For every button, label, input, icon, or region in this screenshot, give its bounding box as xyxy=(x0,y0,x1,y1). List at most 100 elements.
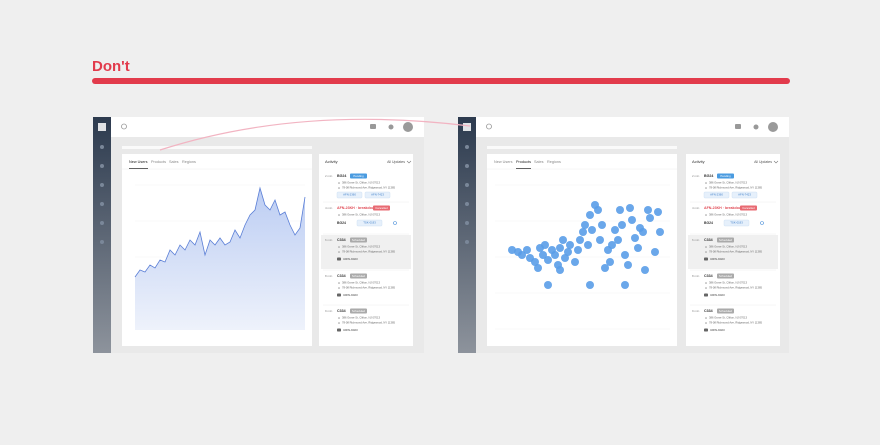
scatter-point xyxy=(576,236,584,244)
line-bullet xyxy=(338,317,340,319)
item-address: 386 Grove St, Clifton, NJ 07013 xyxy=(709,213,747,217)
activity-filter[interactable]: All Updates xyxy=(754,160,772,164)
item-button-label[interactable]: AFN-7423 xyxy=(371,193,384,197)
tab[interactable]: Sales xyxy=(534,160,544,164)
logo xyxy=(463,123,471,131)
item-code: C334 xyxy=(704,309,713,313)
avatar[interactable] xyxy=(403,122,413,132)
sidebar xyxy=(93,117,111,353)
item-button[interactable] xyxy=(703,191,730,199)
search-icon xyxy=(760,221,764,225)
topbar xyxy=(476,117,789,137)
line-bullet xyxy=(338,282,340,284)
item-address: 78-08 Richmond Ave, Ridgewood, NY 11385 xyxy=(342,286,396,290)
scatter-point xyxy=(559,236,567,244)
icon-chat[interactable] xyxy=(735,124,741,129)
item-tag-label: Pending xyxy=(720,174,731,178)
nav-icon[interactable] xyxy=(100,240,104,244)
nav-icon[interactable] xyxy=(100,183,104,187)
item-code: BG24 xyxy=(704,174,713,178)
item-button[interactable] xyxy=(356,219,383,227)
item-address: 386 Grove St, Clifton, NJ 07013 xyxy=(342,213,380,217)
topbar xyxy=(111,117,424,137)
line-bullet xyxy=(338,251,340,253)
item-tag-label: Scheduled xyxy=(719,238,733,242)
scatter-point xyxy=(571,258,579,266)
scatter-point xyxy=(518,251,526,259)
tab[interactable]: New Users xyxy=(129,160,148,164)
nav-icon[interactable] xyxy=(100,202,104,206)
item-address: 78-08 Richmond Ave, Ridgewood, NY 11385 xyxy=(709,250,763,254)
scatter-point xyxy=(611,226,619,234)
item-footer: URW-9023 xyxy=(343,257,358,261)
item-time: 2 min xyxy=(692,174,700,178)
item-button-label[interactable]: TSK-0193 xyxy=(363,221,376,225)
tab[interactable]: Products xyxy=(516,160,531,164)
item-button[interactable] xyxy=(731,191,758,199)
item-button[interactable] xyxy=(336,191,363,199)
item-time: 9 min xyxy=(692,309,700,313)
filter-caret xyxy=(773,160,779,164)
scatter-point xyxy=(566,241,574,249)
scatter-point xyxy=(584,241,592,249)
icon-chat[interactable] xyxy=(370,124,376,129)
item-footer: URW-9023 xyxy=(343,328,358,332)
breadcrumb-bar xyxy=(122,146,312,149)
nav-icon[interactable] xyxy=(100,164,104,168)
item-button-label[interactable]: AFN-2360 xyxy=(343,193,356,197)
line-bullet xyxy=(705,246,707,248)
nav-icon[interactable] xyxy=(465,202,469,206)
nav-icon[interactable] xyxy=(465,240,469,244)
item-code: C334 xyxy=(704,274,713,278)
scatter-point xyxy=(608,241,616,249)
scatter-point xyxy=(601,264,609,272)
item-code: C334 xyxy=(337,274,346,278)
activity-filter[interactable]: All Updates xyxy=(387,160,405,164)
scatter-point xyxy=(614,236,622,244)
item-button-label[interactable]: AFN-2360 xyxy=(710,193,723,197)
line-bullet xyxy=(338,182,340,184)
item-tag-label: Cancelled xyxy=(375,206,388,210)
search-icon[interactable] xyxy=(486,123,492,130)
item-address: 78-08 Richmond Ave, Ridgewood, NY 11385 xyxy=(709,321,763,325)
tab[interactable]: Products xyxy=(151,160,166,164)
item-tag-label: Scheduled xyxy=(719,274,733,278)
item-button-label[interactable]: TSK-0193 xyxy=(730,221,743,225)
item-tag xyxy=(350,173,367,179)
breadcrumb-bar xyxy=(487,146,677,149)
icon-bell[interactable] xyxy=(753,124,759,130)
item-time: 8 min xyxy=(325,274,333,278)
tab[interactable]: Regions xyxy=(547,160,561,164)
scatter-point xyxy=(639,228,647,236)
avatar[interactable] xyxy=(768,122,778,132)
nav-icon[interactable] xyxy=(100,145,104,149)
nav-icon[interactable] xyxy=(465,164,469,168)
icon-bell[interactable] xyxy=(388,124,394,130)
item-footer: URW-9023 xyxy=(343,293,358,297)
item-footer: URW-9023 xyxy=(710,328,725,332)
item-tag-label: Scheduled xyxy=(352,309,366,313)
item-button[interactable] xyxy=(723,219,750,227)
item-code: BG24 xyxy=(337,174,346,178)
item-button[interactable] xyxy=(364,191,391,199)
scatter-point xyxy=(598,221,606,229)
search-icon[interactable] xyxy=(121,123,127,130)
sidebar xyxy=(458,117,476,353)
item-button-label[interactable]: AFN-7423 xyxy=(738,193,751,197)
nav-icon[interactable] xyxy=(100,221,104,225)
nav-icon[interactable] xyxy=(465,183,469,187)
screen: New Users Products Sales Regions Activity All… xyxy=(93,117,424,353)
scatter-point xyxy=(556,266,564,274)
tab[interactable]: Sales xyxy=(169,160,179,164)
car-icon xyxy=(704,328,708,332)
item-code: AFN-23KH · breakdown xyxy=(704,206,744,210)
tab[interactable]: New Users xyxy=(494,160,513,164)
scatter-point xyxy=(594,206,602,214)
nav-icon[interactable] xyxy=(465,221,469,225)
nav-icon[interactable] xyxy=(465,145,469,149)
item-address: 78-08 Richmond Ave, Ridgewood, NY 11385 xyxy=(342,250,396,254)
tab[interactable]: Regions xyxy=(182,160,196,164)
scatter-point xyxy=(579,228,587,236)
screens: New Users Products Sales Regions Activity All… xyxy=(93,117,789,353)
